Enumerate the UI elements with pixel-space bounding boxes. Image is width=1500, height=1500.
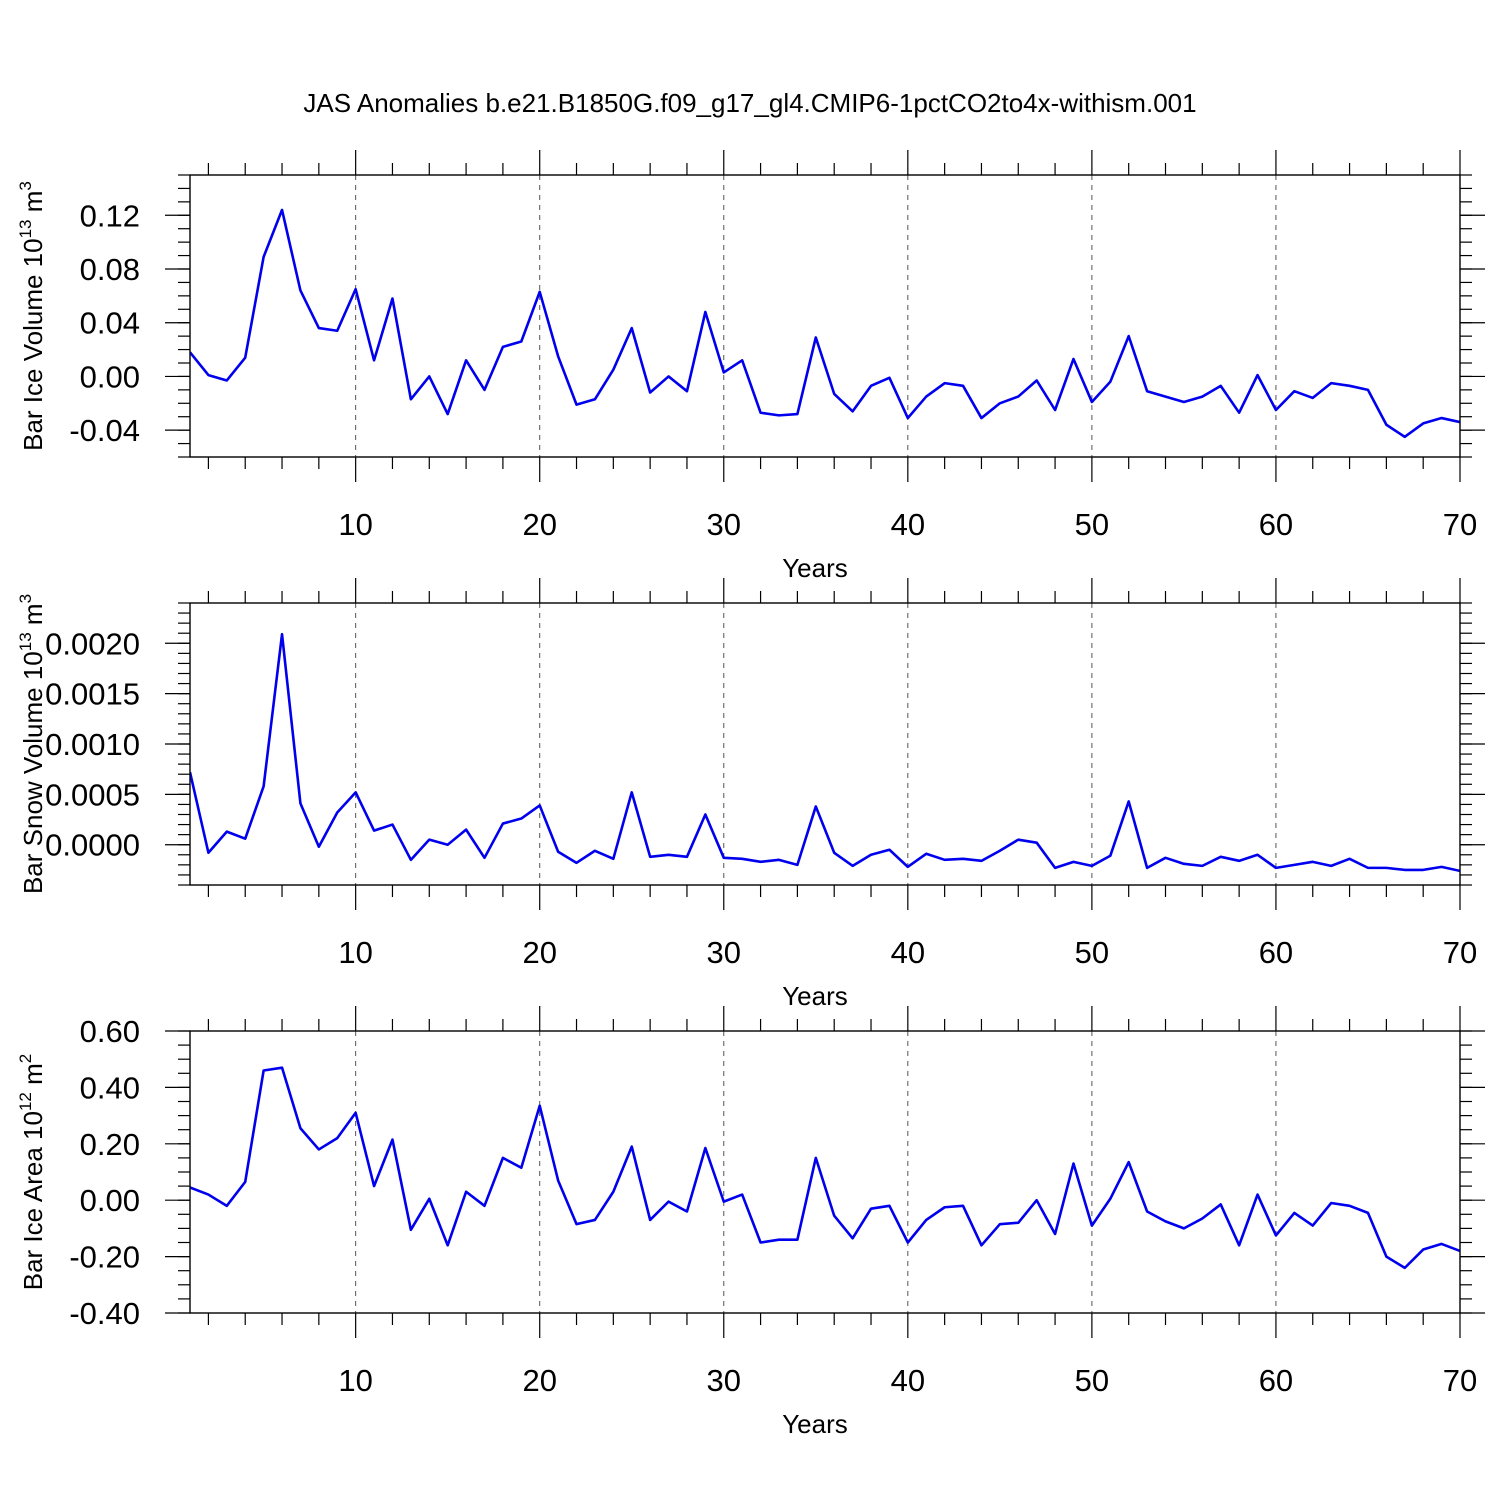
panels: 0.12 0.08 0.04 0.00 -0.04 10 20 30 40 50 60 70 Years… xyxy=(16,150,1485,1439)
y-tick-label: 0.60 xyxy=(80,1014,140,1049)
series-line xyxy=(190,632,1460,873)
x-tick-label: 10 xyxy=(338,507,372,542)
x-tick-label: 20 xyxy=(522,1363,556,1398)
x-tick-label: 10 xyxy=(338,1363,372,1398)
y-tick-label: 0.00 xyxy=(80,359,140,394)
x-tick-label: 40 xyxy=(891,507,925,542)
x-axis-label: Years xyxy=(782,1409,848,1439)
y-tick-label: 0.0005 xyxy=(45,777,140,812)
x-tick-label: 20 xyxy=(522,935,556,970)
y-axis-label: Bar Ice Volume 1013 m3 xyxy=(16,181,48,451)
y-tick-label: 0.20 xyxy=(80,1127,140,1162)
x-tick-label: 70 xyxy=(1443,1363,1477,1398)
y-tick-label: 0.0015 xyxy=(45,677,140,712)
x-tick-label: 30 xyxy=(707,1363,741,1398)
y-tick-label: -0.40 xyxy=(69,1296,140,1331)
x-axis-label: Years xyxy=(782,553,848,583)
x-tick-label: 50 xyxy=(1075,935,1109,970)
chart-title: JAS Anomalies b.e21.B1850G.f09_g17_gl4.C… xyxy=(303,88,1196,118)
y-tick-label: 0.04 xyxy=(80,306,140,341)
x-tick-label: 40 xyxy=(891,1363,925,1398)
panel-1: 0.12 0.08 0.04 0.00 -0.04 10 20 30 40 50 60 70 Years… xyxy=(16,150,1485,583)
x-tick-label: 70 xyxy=(1443,935,1477,970)
x-tick-label: 60 xyxy=(1259,507,1293,542)
y-tick-label: -0.04 xyxy=(69,413,140,448)
series-line xyxy=(190,1066,1460,1270)
x-tick-label: 30 xyxy=(707,935,741,970)
plot-frame xyxy=(189,1030,1461,1314)
y-tick-label: 0.0000 xyxy=(45,828,140,863)
x-tick-label: 30 xyxy=(707,507,741,542)
x-tick-label: 60 xyxy=(1259,1363,1293,1398)
y-tick-label: 0.40 xyxy=(80,1070,140,1105)
x-tick-label: 40 xyxy=(891,935,925,970)
plot-frame xyxy=(189,174,1461,458)
y-tick-label: 0.0010 xyxy=(45,727,140,762)
y-axis-label: Bar Ice Area 1012 m2 xyxy=(16,1054,48,1291)
y-axis-label: Bar Snow Volume 1013 m3 xyxy=(16,594,48,894)
x-tick-label: 20 xyxy=(522,507,556,542)
x-tick-label: 60 xyxy=(1259,935,1293,970)
x-tick-label: 10 xyxy=(338,935,372,970)
y-tick-label: -0.20 xyxy=(69,1240,140,1275)
y-tick-label: 0.00 xyxy=(80,1183,140,1218)
y-tick-label: 0.0020 xyxy=(45,626,140,661)
x-tick-label: 50 xyxy=(1075,507,1109,542)
x-tick-label: 50 xyxy=(1075,1363,1109,1398)
y-tick-label: 0.08 xyxy=(80,252,140,287)
plot-frame xyxy=(189,602,1461,886)
series-line xyxy=(190,208,1460,439)
y-tick-label: 0.12 xyxy=(80,198,140,233)
x-tick-label: 70 xyxy=(1443,507,1477,542)
panel-3: 0.60 0.40 0.20 0.00 -0.20 -0.40 10 20 30 40 50 60 70… xyxy=(16,1006,1485,1439)
panel-2: 0.0020 0.0015 0.0010 0.0005 0.0000 10 20 30 40 50… xyxy=(16,578,1485,1011)
x-axis-label: Years xyxy=(782,981,848,1011)
